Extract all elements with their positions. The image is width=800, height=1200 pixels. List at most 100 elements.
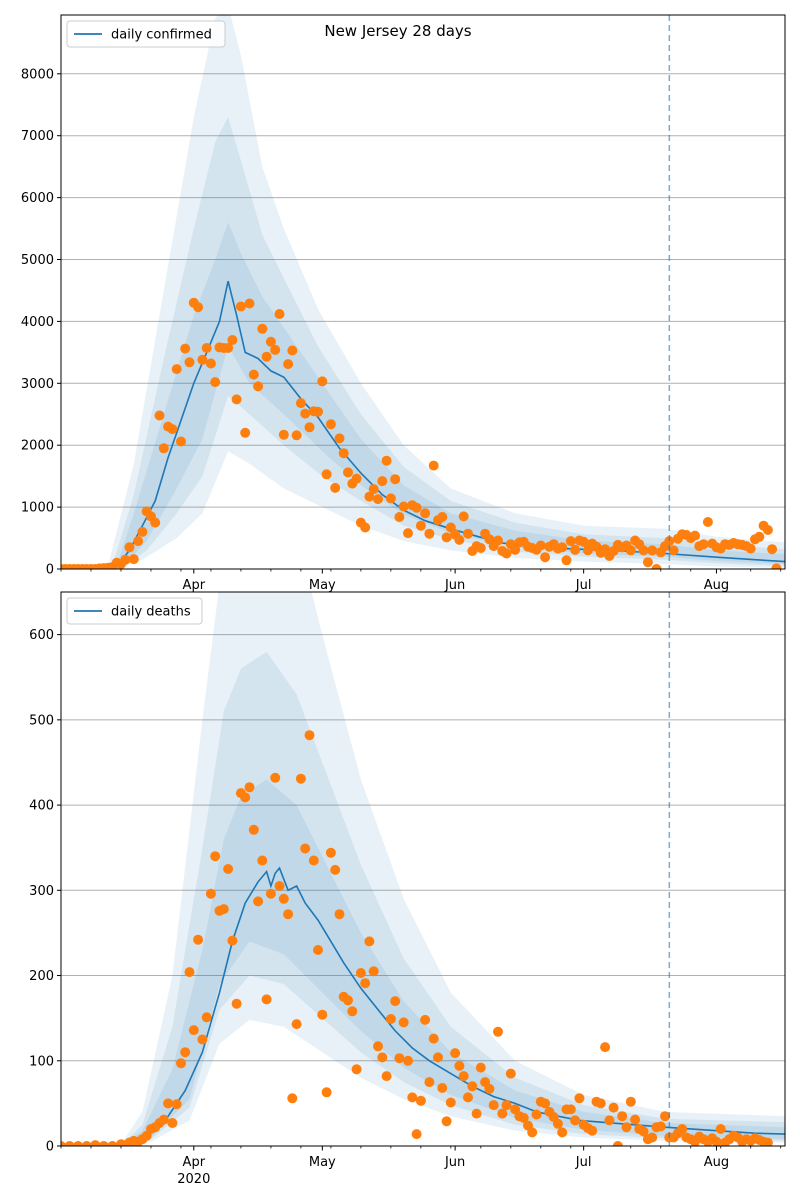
observed-point	[771, 563, 782, 569]
uncertainty-band	[61, 117, 785, 569]
observed-point	[377, 1052, 388, 1063]
observed-point	[552, 1118, 563, 1129]
observed-point	[330, 864, 341, 875]
observed-point	[291, 430, 302, 441]
observed-point	[501, 548, 512, 559]
observed-point	[394, 512, 405, 522]
observed-point	[300, 843, 311, 854]
observed-point	[540, 552, 551, 563]
observed-point	[702, 517, 713, 527]
observed-point	[355, 968, 366, 978]
observed-point	[390, 474, 401, 485]
observed-point	[762, 1137, 773, 1146]
observed-point	[270, 344, 281, 355]
observed-point	[381, 1071, 392, 1082]
y-tick-label: 7000	[21, 129, 54, 144]
observed-point	[321, 1087, 332, 1098]
observed-point	[61, 1141, 66, 1146]
observed-point	[403, 528, 413, 539]
observed-point	[257, 323, 268, 334]
observed-point	[227, 935, 238, 946]
observed-point	[373, 1041, 383, 1052]
observed-point	[278, 893, 289, 904]
observed-point	[398, 501, 409, 512]
observed-point	[244, 298, 255, 309]
observed-point	[668, 545, 679, 556]
observed-point	[287, 345, 298, 356]
observed-point	[321, 469, 332, 480]
observed-point	[163, 1098, 174, 1109]
observed-point	[205, 888, 216, 899]
observed-point	[304, 422, 315, 433]
y-tick-label: 400	[29, 799, 54, 814]
observed-point	[475, 543, 486, 553]
observed-point	[283, 909, 294, 920]
observed-point	[81, 1141, 92, 1146]
observed-point	[570, 544, 581, 555]
observed-point	[244, 782, 255, 793]
observed-point	[642, 557, 653, 568]
y-tick-label: 200	[29, 969, 54, 984]
observed-point	[201, 1012, 212, 1023]
y-tick-label: 8000	[21, 67, 54, 82]
observed-point	[441, 1116, 452, 1127]
observed-point	[625, 545, 636, 556]
uncertainty-band	[61, 651, 785, 1146]
observed-point	[578, 536, 589, 547]
observed-point	[531, 1109, 542, 1120]
observed-point	[690, 530, 700, 541]
observed-point	[188, 1025, 199, 1036]
observed-point	[403, 1055, 413, 1066]
observed-point	[334, 909, 345, 920]
observed-point	[450, 1048, 461, 1059]
observed-point	[158, 443, 169, 454]
observed-point	[64, 1141, 75, 1146]
observed-point	[612, 1141, 623, 1146]
observed-point	[518, 1112, 529, 1123]
observed-point	[197, 1034, 208, 1045]
observed-point	[343, 995, 353, 1006]
observed-point	[540, 1098, 551, 1109]
observed-point	[415, 520, 426, 531]
observed-point	[205, 358, 216, 369]
observed-point	[415, 1095, 426, 1106]
observed-point	[745, 543, 756, 554]
observed-point	[253, 896, 264, 907]
observed-point	[270, 772, 281, 783]
observed-point	[565, 1104, 576, 1115]
observed-point	[390, 996, 401, 1007]
observed-point	[235, 301, 246, 312]
observed-point	[223, 343, 234, 353]
observed-point	[411, 1129, 422, 1140]
observed-point	[664, 536, 675, 547]
observed-point	[505, 1068, 516, 1079]
observed-point	[193, 302, 204, 313]
observed-point	[210, 377, 221, 388]
observed-point	[364, 936, 375, 947]
x-tick-label: Jun	[444, 1155, 465, 1170]
observed-point	[300, 408, 311, 419]
observed-point	[385, 1014, 396, 1024]
observed-point	[488, 1100, 499, 1111]
observed-point	[458, 511, 469, 522]
observed-point	[176, 436, 186, 447]
observed-point	[295, 773, 306, 784]
observed-point	[463, 1092, 473, 1103]
observed-point	[428, 1033, 439, 1044]
observed-point	[317, 1009, 328, 1020]
observed-point	[210, 851, 221, 862]
observed-point	[265, 336, 276, 347]
observed-point	[291, 1019, 302, 1030]
observed-point	[364, 491, 375, 502]
observed-point	[630, 1114, 641, 1125]
observed-point	[347, 1006, 358, 1017]
observed-point	[261, 994, 272, 1005]
axes-frame	[60, 14, 786, 570]
observed-point	[227, 335, 238, 345]
confirmed-chart: 0 1000 2000 3000 4000 5000 6000 7000 8000 Apr May J…	[21, 14, 786, 593]
observed-point	[527, 1127, 538, 1138]
observed-point	[407, 1092, 418, 1103]
observed-point	[287, 1093, 298, 1104]
y-tick-label: 300	[29, 884, 54, 899]
observed-point	[253, 381, 264, 392]
